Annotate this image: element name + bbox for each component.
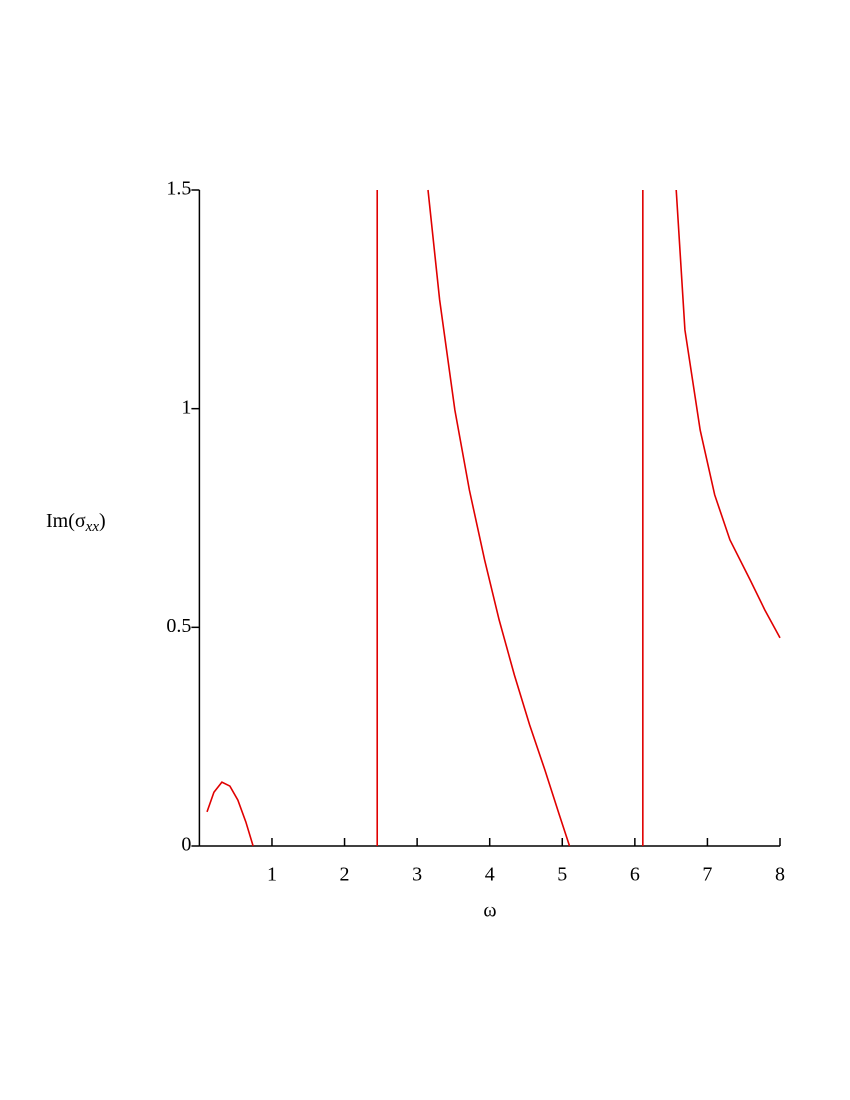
y-tick-label: 0.5 <box>166 615 191 637</box>
y-axis-label: Im(σxx) <box>46 510 106 536</box>
x-tick-label: 8 <box>775 864 785 886</box>
y-tick-label: 0 <box>181 834 191 856</box>
x-axis-label: ω <box>483 900 496 922</box>
y-axis-label-sub: xx <box>85 519 100 535</box>
x-tick-label: 7 <box>702 864 712 886</box>
x-tick-label: 6 <box>630 864 640 886</box>
x-tick-label: 4 <box>485 864 495 886</box>
x-tick-label: 2 <box>340 864 350 886</box>
data-line <box>206 189 781 847</box>
x-tick-label: 1 <box>267 864 277 886</box>
x-tick-label: 5 <box>557 864 567 886</box>
y-axis-label-close: ) <box>99 510 106 532</box>
x-tick-label: 3 <box>412 864 422 886</box>
y-axis-label-main: Im(σ <box>46 510 86 532</box>
y-tick-label: 1.5 <box>166 178 191 200</box>
y-tick-label: 1 <box>181 396 191 418</box>
